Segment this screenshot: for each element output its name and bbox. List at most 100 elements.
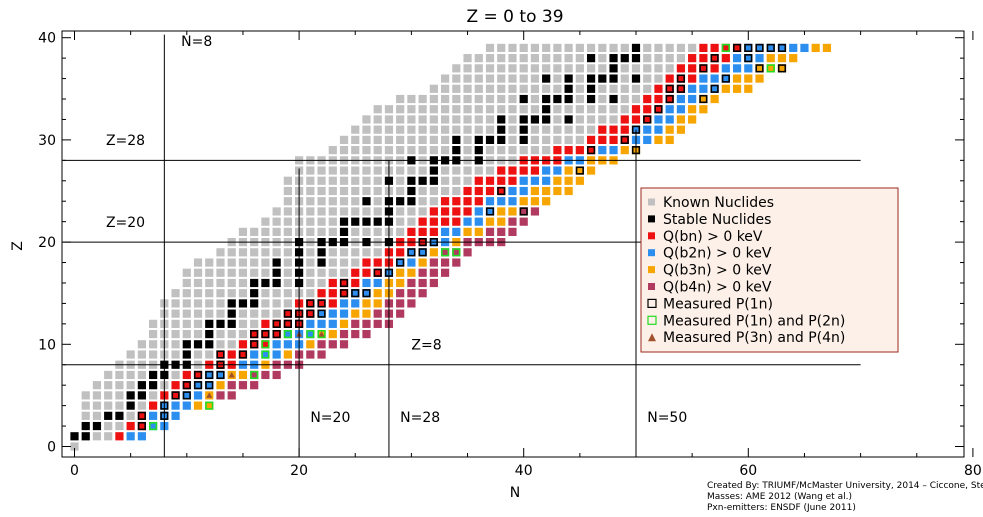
- nuclide-cell-known: [182, 329, 191, 339]
- nuclide-cell-known: [530, 105, 540, 114]
- nuclide-cell-known: [440, 176, 450, 185]
- nuclide-cell-known: [474, 74, 483, 83]
- nuclide-cell-known: [474, 64, 483, 73]
- nuclide-cell-known: [362, 135, 371, 144]
- nuclide-cell-known: [497, 94, 506, 104]
- nuclide-cell-bn: [149, 401, 158, 410]
- nuclide-cell-known: [283, 176, 292, 185]
- nuclide-cell-b4n: [407, 278, 416, 288]
- nuclide-cell-known: [193, 329, 203, 339]
- nuclide-cell-b4n: [429, 268, 438, 277]
- nuclide-cell-bn: [710, 64, 719, 73]
- nuclide-cell-known: [542, 135, 551, 144]
- measured-p1n-marker: [306, 299, 315, 308]
- nuclide-cell-b2n: [261, 350, 270, 359]
- measured-p1n-marker: [665, 94, 674, 104]
- nuclide-cell-b2n: [665, 115, 674, 124]
- nuclide-cell-b4n: [362, 319, 371, 328]
- nuclide-cell-known: [418, 115, 427, 124]
- nuclide-cell-b2n: [418, 248, 427, 257]
- nuclide-cell-known: [530, 74, 540, 83]
- nuclide-cell-known: [373, 207, 382, 216]
- nuclide-cell-known: [351, 146, 360, 155]
- nuclide-cell-known: [609, 43, 618, 53]
- nuclide-cell-b2n: [407, 258, 416, 267]
- nuclide-cell-bn: [429, 207, 438, 216]
- nuclide-cell-known: [137, 401, 146, 410]
- nuclide-cell-stable: [620, 54, 629, 63]
- nuclide-cell-stable: [519, 115, 528, 124]
- nuclide-cell-b4n: [373, 319, 382, 328]
- nuclide-cell-known: [553, 105, 562, 114]
- nuclide-cell-bn: [306, 309, 315, 318]
- measured-p1n-marker: [396, 258, 405, 267]
- nuclide-cell-known: [238, 268, 248, 277]
- nuclide-cell-known: [328, 186, 337, 196]
- nuclide-cell-b2n: [519, 176, 528, 185]
- nuclide-cell-bn: [463, 186, 472, 196]
- nuclide-cell-known: [575, 64, 584, 73]
- measured-p1n-marker: [216, 350, 225, 359]
- measured-p1n-marker: [137, 411, 146, 420]
- measured-p1n-marker: [699, 64, 708, 73]
- nuclide-cell-b2n: [182, 401, 191, 410]
- nuclide-cell-b2n: [351, 299, 360, 308]
- nuclide-cell-stable: [205, 329, 214, 339]
- nuclide-cell-known: [205, 268, 214, 277]
- nuclide-cell-known: [283, 258, 292, 267]
- nuclide-cell-b2n: [182, 391, 191, 400]
- magic-label-z8: Z=8: [411, 337, 441, 353]
- nuclide-cell-bn: [328, 299, 337, 308]
- nuclide-cell-known: [205, 309, 214, 318]
- nuclide-cell-known: [609, 84, 618, 93]
- legend-label-m34n: Measured P(3n) and P(4n): [663, 330, 845, 346]
- nuclide-cell-b2n: [339, 309, 349, 318]
- measured-p1n-marker: [137, 421, 146, 431]
- nuclide-cell-b2n: [452, 227, 461, 236]
- nuclide-cell-known: [171, 370, 180, 380]
- nuclide-cell-bn: [440, 207, 450, 216]
- measured-p1n-marker: [418, 248, 427, 257]
- nuclide-cell-bn: [373, 268, 382, 277]
- nuclide-cell-known: [227, 329, 236, 339]
- nuclide-cell-b2n: [373, 278, 382, 288]
- measured-p1n-marker: [171, 391, 180, 400]
- nuclide-cell-b3n: [699, 105, 708, 114]
- nuclide-cell-bn: [182, 381, 191, 390]
- nuclide-cell-known: [205, 289, 214, 298]
- nuclide-cell-b4n: [485, 227, 495, 236]
- nuclide-cell-known: [227, 248, 236, 257]
- nuclide-cell-b3n: [205, 401, 214, 410]
- nuclide-cell-known: [654, 64, 663, 73]
- measured-p1n-marker: [777, 43, 787, 53]
- nuclide-cell-bn: [317, 299, 326, 308]
- nuclide-cell-stable: [452, 146, 461, 155]
- nuclide-cell-known: [306, 268, 315, 277]
- nuclide-cell-known: [553, 74, 562, 83]
- nuclide-cell-bn: [497, 166, 506, 175]
- nuclide-cell-bn: [474, 197, 483, 206]
- measured-p2n-marker: [283, 329, 292, 339]
- legend-swatch-bn: [648, 232, 655, 240]
- nuclide-cell-b2n: [205, 381, 214, 390]
- nuclide-cell-bn: [609, 135, 618, 144]
- nuclide-cell-known: [654, 54, 663, 63]
- nuclide-cell-b3n: [575, 176, 584, 185]
- nuclide-cell-bn: [463, 207, 472, 216]
- nuclide-cell-stable: [227, 319, 236, 328]
- nuclide-cell-known: [519, 64, 528, 73]
- nuclide-cell-known: [261, 309, 270, 318]
- nuclide-cell-known: [149, 350, 158, 359]
- nuclide-cell-known: [373, 176, 382, 185]
- nuclide-cell-bn: [182, 370, 191, 380]
- nuclide-cell-known: [283, 227, 292, 236]
- nuclide-cell-bn: [238, 350, 248, 359]
- nuclide-cell-bn: [620, 115, 629, 124]
- nuclide-cell-known: [373, 125, 382, 134]
- nuclide-cell-known: [92, 381, 102, 390]
- measured-p2n-marker: [261, 340, 270, 349]
- y-tick-label: 40: [38, 31, 56, 47]
- nuclide-cell-stable: [564, 74, 573, 83]
- nuclide-cell-bn: [643, 94, 652, 104]
- nuclide-cell-b3n: [755, 74, 764, 83]
